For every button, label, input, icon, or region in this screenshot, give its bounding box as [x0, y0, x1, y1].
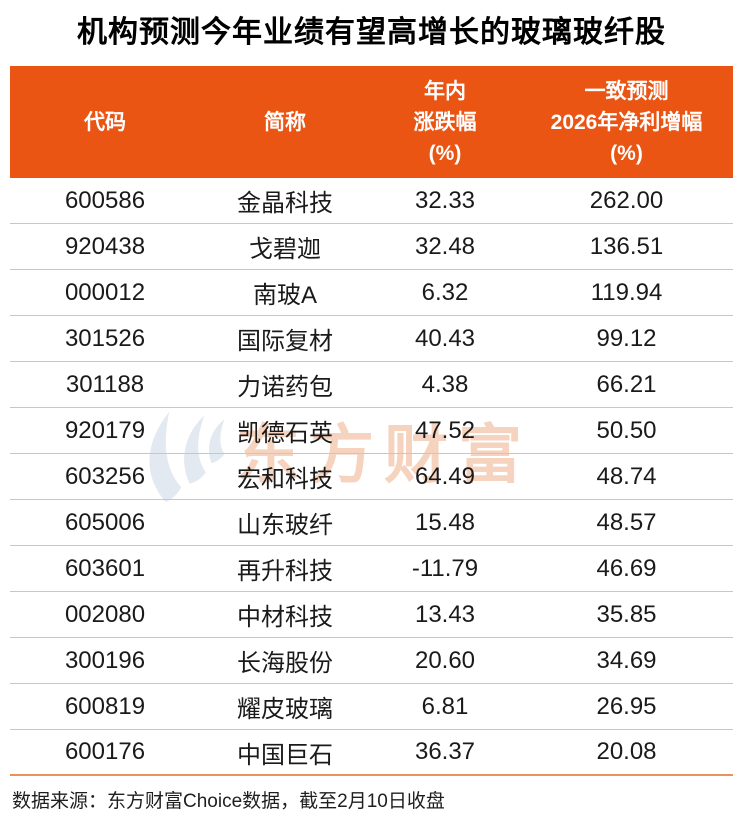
header-line: (%) — [610, 141, 643, 165]
header-ytd-change: 年内 涨跌幅 (%) — [370, 76, 520, 169]
ytd-change-value: 6.81 — [421, 692, 469, 720]
stock-code: 000012 — [64, 278, 146, 306]
table-row: 600819 耀皮玻璃 6.81 26.95 — [10, 684, 733, 730]
ytd-change-value: 36.37 — [414, 738, 476, 765]
ytd-change-value: 47.52 — [414, 416, 476, 444]
table-body: 600586 金晶科技 32.33 262.00 920438 戈碧迦 32.4… — [10, 178, 733, 776]
table-header: 代码 简称 年内 涨跌幅 (%) 一致预测 2026年净利增幅 (%) — [10, 66, 733, 178]
header-line: 涨跌幅 — [413, 110, 477, 134]
ytd-change-value: 4.38 — [421, 370, 469, 398]
stock-code: 300196 — [64, 646, 146, 674]
table-row: 300196 长海股份 20.60 34.69 — [10, 638, 733, 684]
header-line: (%) — [428, 141, 462, 165]
header-name: 简称 — [200, 107, 370, 138]
stock-name: 国际复材 — [237, 328, 333, 355]
forecast-2026-value: 99.12 — [596, 324, 657, 352]
stock-code: 920438 — [64, 232, 146, 260]
stock-name: 凯德石英 — [237, 420, 333, 447]
header-forecast-2026: 一致预测 2026年净利增幅 (%) — [520, 76, 733, 169]
forecast-2026-value: 46.69 — [596, 554, 657, 582]
source-note: 数据来源：东方财富Choice数据，截至2月10日收盘 — [12, 791, 445, 812]
stock-code: 603601 — [64, 554, 146, 582]
forecast-2026-value: 262.00 — [589, 186, 664, 214]
ytd-change-value: 40.43 — [414, 324, 476, 352]
forecast-2026-value: 26.95 — [596, 692, 657, 720]
stock-name: 耀皮玻璃 — [237, 696, 333, 723]
stock-name: 宏和科技 — [237, 466, 333, 493]
ytd-change-value: 64.49 — [414, 462, 476, 490]
stock-name: 长海股份 — [237, 650, 333, 677]
table-row: 920179 凯德石英 47.52 50.50 — [10, 408, 733, 454]
stock-code: 002080 — [64, 600, 146, 628]
stock-name: 中材科技 — [237, 604, 333, 631]
table-row: 600176 中国巨石 36.37 20.08 — [10, 730, 733, 776]
header-code: 代码 — [10, 107, 200, 138]
ytd-change-value: -11.79 — [411, 554, 479, 582]
stock-name: 金晶科技 — [237, 190, 333, 217]
table-row: 920438 戈碧迦 32.48 136.51 — [10, 224, 733, 270]
stock-table: 东方财富 代码 简称 年内 涨跌幅 (%) 一致预测 2026年净利增幅 (%)… — [10, 66, 733, 776]
stock-code: 603256 — [64, 462, 146, 490]
table-row: 603601 再升科技 -11.79 46.69 — [10, 546, 733, 592]
header-line: 年内 — [424, 79, 466, 103]
ytd-change-value: 13.43 — [414, 600, 476, 628]
page-title: 机构预测今年业绩有望高增长的玻璃玻纤股 — [77, 16, 666, 49]
table-row: 600586 金晶科技 32.33 262.00 — [10, 178, 733, 224]
ytd-change-value: 32.48 — [414, 232, 476, 260]
forecast-2026-value: 35.85 — [596, 600, 657, 628]
table-row: 603256 宏和科技 64.49 48.74 — [10, 454, 733, 500]
stock-name: 再升科技 — [237, 558, 333, 585]
stock-code: 920179 — [64, 416, 146, 444]
forecast-2026-value: 136.51 — [589, 232, 664, 260]
forecast-2026-value: 34.69 — [596, 646, 657, 674]
ytd-change-value: 15.48 — [414, 508, 476, 536]
forecast-2026-value: 66.21 — [596, 370, 657, 398]
ytd-change-value: 6.32 — [421, 278, 469, 306]
ytd-change-value: 32.33 — [414, 186, 476, 214]
stock-code: 600176 — [64, 738, 146, 765]
header-line: 简称 — [264, 110, 306, 134]
header-line: 2026年净利增幅 — [550, 110, 703, 134]
stock-name: 山东玻纤 — [237, 512, 333, 539]
stock-code: 301188 — [65, 370, 145, 398]
table-row: 000012 南玻A 6.32 119.94 — [10, 270, 733, 316]
stock-code: 605006 — [64, 508, 146, 536]
stock-name: 戈碧迦 — [249, 236, 321, 263]
forecast-2026-value: 119.94 — [590, 278, 663, 306]
table-row: 301526 国际复材 40.43 99.12 — [10, 316, 733, 362]
table-row: 002080 中材科技 13.43 35.85 — [10, 592, 733, 638]
stock-code: 301526 — [64, 324, 146, 352]
header-line: 代码 — [84, 110, 126, 134]
forecast-2026-value: 48.74 — [596, 462, 657, 490]
ytd-change-value: 20.60 — [414, 646, 476, 674]
table-row: 605006 山东玻纤 15.48 48.57 — [10, 500, 733, 546]
forecast-2026-value: 20.08 — [596, 738, 657, 765]
forecast-2026-value: 48.57 — [596, 508, 657, 536]
forecast-2026-value: 50.50 — [596, 416, 657, 444]
stock-name: 中国巨石 — [237, 741, 333, 769]
stock-code: 600586 — [64, 186, 146, 214]
header-line: 一致预测 — [584, 79, 669, 103]
stock-name: 南玻A — [252, 282, 317, 309]
stock-code: 600819 — [64, 692, 146, 720]
stock-name: 力诺药包 — [237, 374, 333, 401]
table-row: 301188 力诺药包 4.38 66.21 — [10, 362, 733, 408]
